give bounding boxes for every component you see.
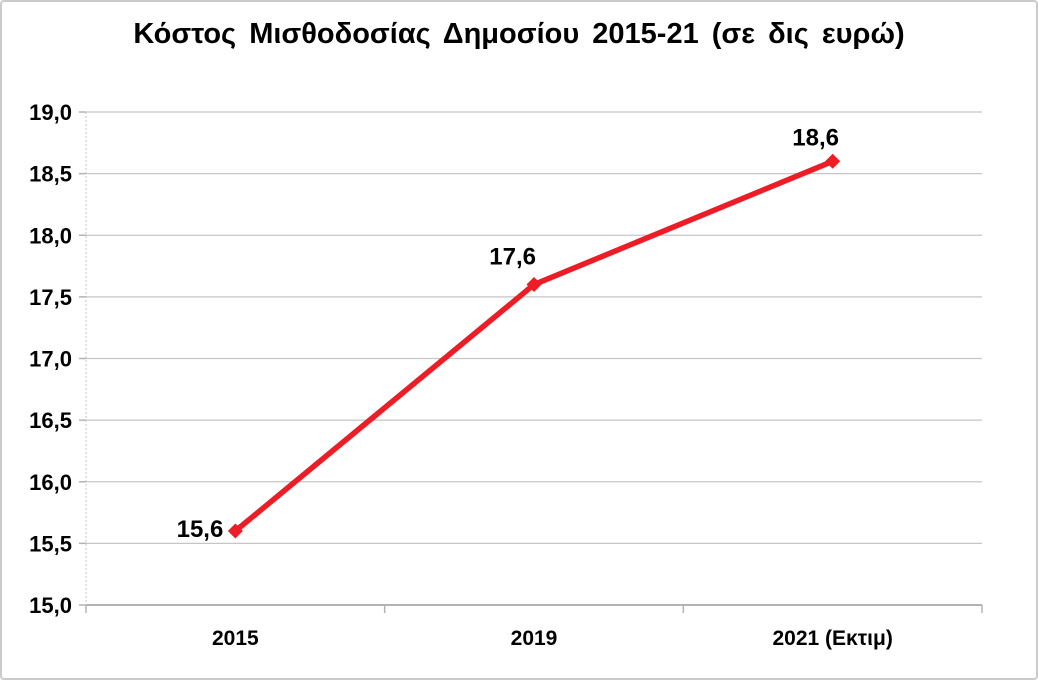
- series-line: [232, 158, 836, 534]
- y-tick-label: 15,0: [29, 593, 72, 618]
- data-point-marker: [825, 153, 841, 169]
- data-point-label: 15,6: [177, 516, 224, 543]
- data-point-label: 17,6: [489, 244, 536, 271]
- y-tick-label: 18,5: [29, 162, 72, 187]
- y-tick-label: 17,5: [29, 285, 72, 310]
- y-tick-label: 15,5: [29, 531, 72, 556]
- x-category-label: 2021 (Εκτιμ): [773, 627, 893, 650]
- y-tick-label: 19,0: [29, 100, 72, 125]
- x-category-label: 2019: [511, 627, 558, 650]
- y-tick-label: 16,0: [29, 470, 72, 495]
- chart-title: Κόστος Μισθοδοσίας Δημοσίου 2015-21 (σε …: [133, 18, 905, 50]
- y-tick-label: 17,0: [29, 347, 72, 372]
- data-point-marker: [227, 523, 243, 539]
- data-point-label: 18,6: [792, 124, 839, 151]
- x-category-label: 2015: [212, 627, 259, 650]
- y-tick-label: 18,0: [29, 223, 72, 248]
- y-tick-label: 16,5: [29, 408, 72, 433]
- data-point-marker: [526, 277, 542, 293]
